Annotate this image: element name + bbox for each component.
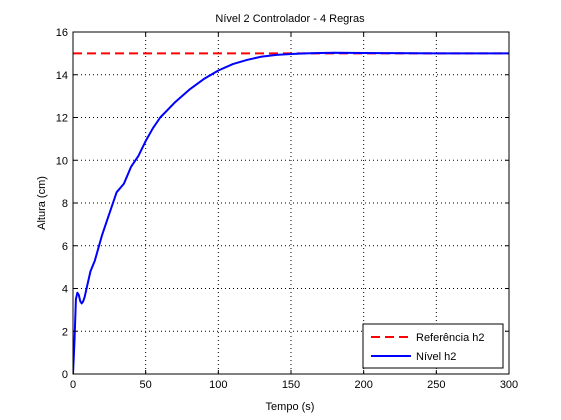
y-tick-label-3: 6 <box>62 241 68 253</box>
legend: Referência h2 Nível h2 <box>362 323 504 369</box>
y-tick-label-0: 0 <box>62 369 68 381</box>
x-tick-label-3: 150 <box>282 379 300 391</box>
y-axis-label: Altura (cm) <box>36 176 48 230</box>
x-tick-label-6: 300 <box>500 379 518 391</box>
y-tick-label-6: 12 <box>56 113 68 125</box>
x-tick-label-5: 250 <box>427 379 445 391</box>
y-tick-label-7: 14 <box>56 70 68 82</box>
y-tick-label-8: 16 <box>56 27 68 39</box>
legend-box <box>362 323 504 369</box>
plot-background <box>73 32 509 374</box>
y-tick-label-5: 10 <box>56 155 68 167</box>
plot-area: 0 50 100 150 200 250 300 0 2 4 6 8 10 12 14 16 Referênci… <box>56 27 518 391</box>
legend-label-0: Referência h2 <box>416 332 485 344</box>
y-tick-label-4: 8 <box>62 198 68 210</box>
x-tick-label-0: 0 <box>70 379 76 391</box>
x-tick-label-2: 100 <box>209 379 227 391</box>
chart-title: Nível 2 Controlador - 4 Regras <box>215 13 365 25</box>
series-line-1 <box>73 51 509 374</box>
x-tick-label-1: 50 <box>140 379 152 391</box>
y-tick-label-1: 2 <box>62 326 68 338</box>
y-tick-label-2: 4 <box>62 284 68 296</box>
x-tick-label-4: 200 <box>354 379 372 391</box>
legend-label-1: Nível h2 <box>416 351 456 363</box>
x-axis-label: Tempo (s) <box>266 401 315 413</box>
